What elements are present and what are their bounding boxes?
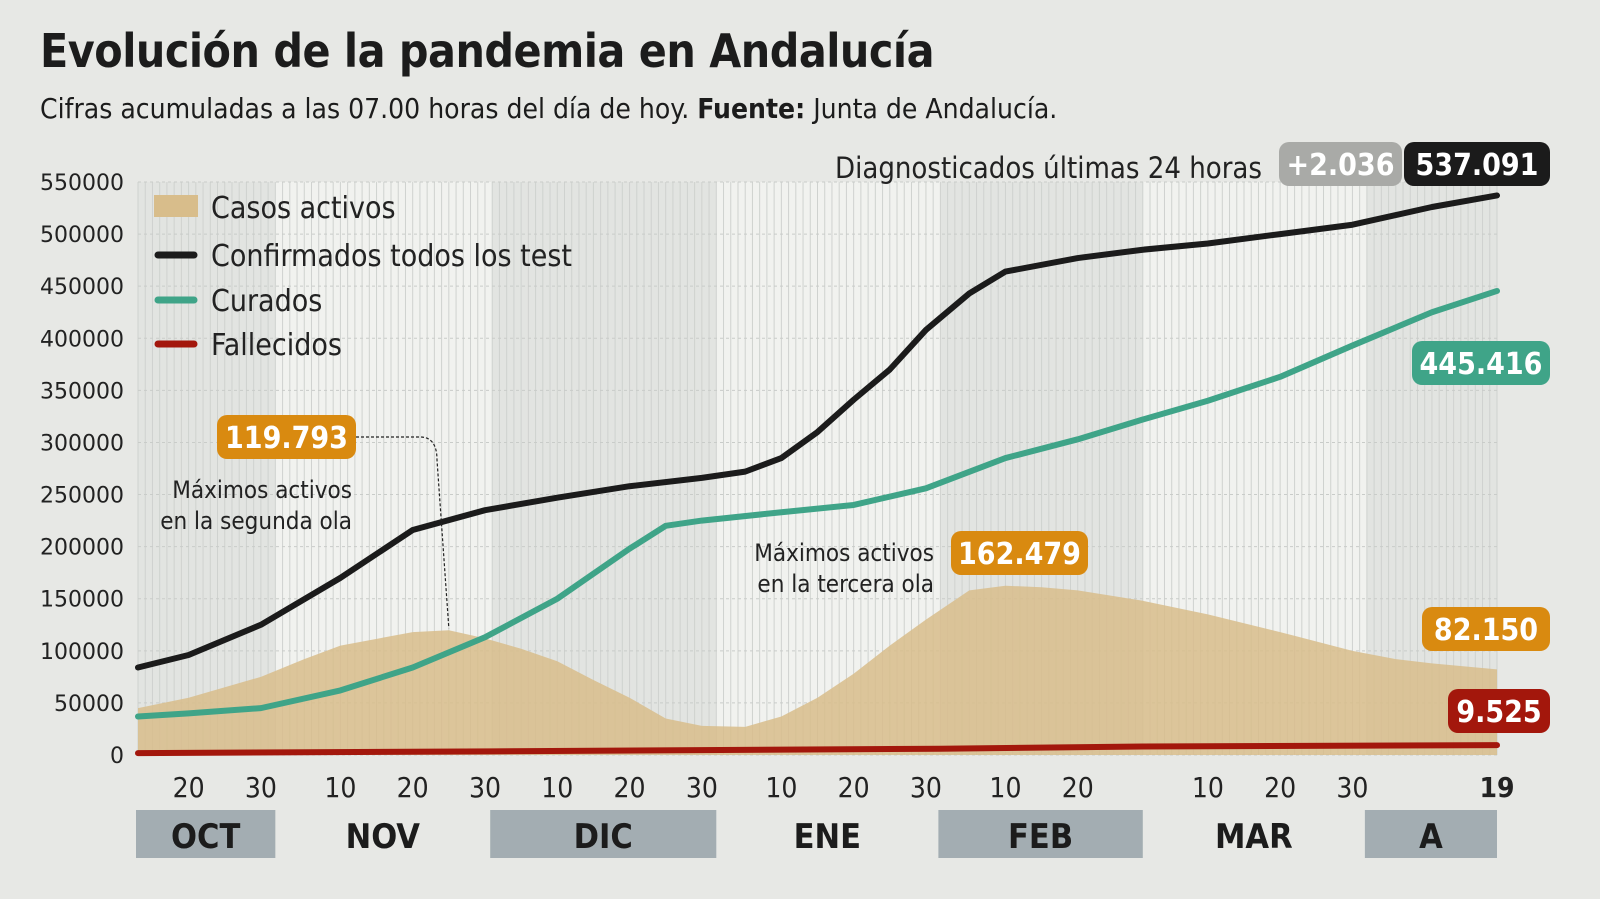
x-tick-label: 30 [686, 771, 718, 804]
legend-label: Fallecidos [211, 328, 342, 363]
subtitle-text: Cifras acumuladas a las 07.00 horas del … [40, 92, 690, 125]
x-tick-label: 20 [1062, 771, 1094, 804]
month-label: NOV [346, 817, 421, 857]
x-tick-label: 10 [324, 771, 356, 804]
peak-third-wave-badge: 162.479 [958, 537, 1081, 572]
series-line-curados [135, 287, 1500, 720]
y-tick-label: 100000 [40, 640, 124, 665]
x-tick-label: 10 [765, 771, 797, 804]
curados-end-badge-bg [1412, 341, 1550, 385]
y-tick-label: 550000 [40, 171, 124, 196]
series-line-confirmados [135, 192, 1500, 671]
activos-end-badge: 82.150 [1434, 613, 1538, 648]
x-tick-label: 30 [469, 771, 501, 804]
y-tick-label: 300000 [40, 431, 124, 456]
annotation-text: Máximos activos [172, 476, 352, 504]
x-tick-label: 19 [1479, 771, 1514, 804]
legend-swatch-activos [154, 195, 198, 217]
x-tick-label: 20 [1264, 771, 1296, 804]
diagnosed-delta-badge: +2.036 [1287, 148, 1395, 183]
month-label: FEB [1008, 817, 1073, 857]
diagnosed-24h-label: Diagnosticados últimas 24 horas [835, 151, 1262, 185]
x-tick-label: 30 [1336, 771, 1368, 804]
y-tick-label: 250000 [40, 484, 124, 509]
y-tick-label: 350000 [40, 379, 124, 404]
y-tick-label: 400000 [40, 327, 124, 352]
peak-second-wave-badge: 119.793 [225, 421, 348, 456]
series-line-fallecidos [135, 742, 1500, 757]
legend-label: Casos activos [211, 191, 396, 226]
y-tick-label: 50000 [54, 692, 124, 717]
month-label: DIC [574, 817, 633, 857]
x-tick-label: 30 [245, 771, 277, 804]
legend-label: Curados [211, 284, 322, 319]
activos-end-badge-bg [1422, 607, 1550, 651]
peak-leader-line [356, 436, 450, 629]
curados-end-badge: 445.416 [1420, 347, 1543, 382]
annotation-text: Máximos activos [754, 539, 934, 567]
x-tick-label: 10 [541, 771, 573, 804]
month-label: A [1419, 817, 1443, 857]
y-tick-label: 150000 [40, 588, 124, 613]
month-label: OCT [171, 817, 240, 857]
month-band [1364, 810, 1497, 858]
x-tick-label: 20 [397, 771, 429, 804]
peak-second-wave-badge-bg [217, 415, 356, 459]
peak-third-wave-badge-bg [951, 531, 1088, 575]
x-tick-label: 20 [838, 771, 870, 804]
fallecidos-end-badge: 9.525 [1456, 695, 1541, 730]
month-band [938, 810, 1143, 858]
fallecidos-end-badge-bg [1448, 689, 1550, 733]
diagnosed-delta-badge-bg [1279, 142, 1402, 186]
confirmed-total-badge-bg [1404, 142, 1550, 186]
source-label: Fuente: [697, 92, 806, 125]
y-tick-label: 0 [110, 744, 124, 769]
y-tick-label: 500000 [40, 223, 124, 248]
chart-subtitle: Cifras acumuladas a las 07.00 horas del … [40, 92, 1057, 125]
x-tick-label: 20 [173, 771, 205, 804]
confirmed-total-badge: 537.091 [1416, 148, 1539, 183]
legend-label: Confirmados todos los test [211, 239, 572, 274]
series-area-activos [138, 585, 1497, 755]
month-band [490, 810, 717, 858]
source-text: Junta de Andalucía. [813, 92, 1058, 125]
y-tick-label: 450000 [40, 275, 124, 300]
month-label: ENE [794, 817, 861, 857]
annotation-text: en la segunda ola [160, 507, 352, 535]
annotation-text: en la tercera ola [757, 570, 934, 598]
x-tick-label: 20 [614, 771, 646, 804]
x-tick-label: 10 [1192, 771, 1224, 804]
x-tick-label: 10 [989, 771, 1021, 804]
x-tick-label: 30 [910, 771, 942, 804]
chart-title: Evolución de la pandemia en Andalucía [40, 24, 935, 78]
month-label: MAR [1215, 817, 1293, 857]
month-band [136, 810, 276, 858]
y-tick-label: 200000 [40, 536, 124, 561]
